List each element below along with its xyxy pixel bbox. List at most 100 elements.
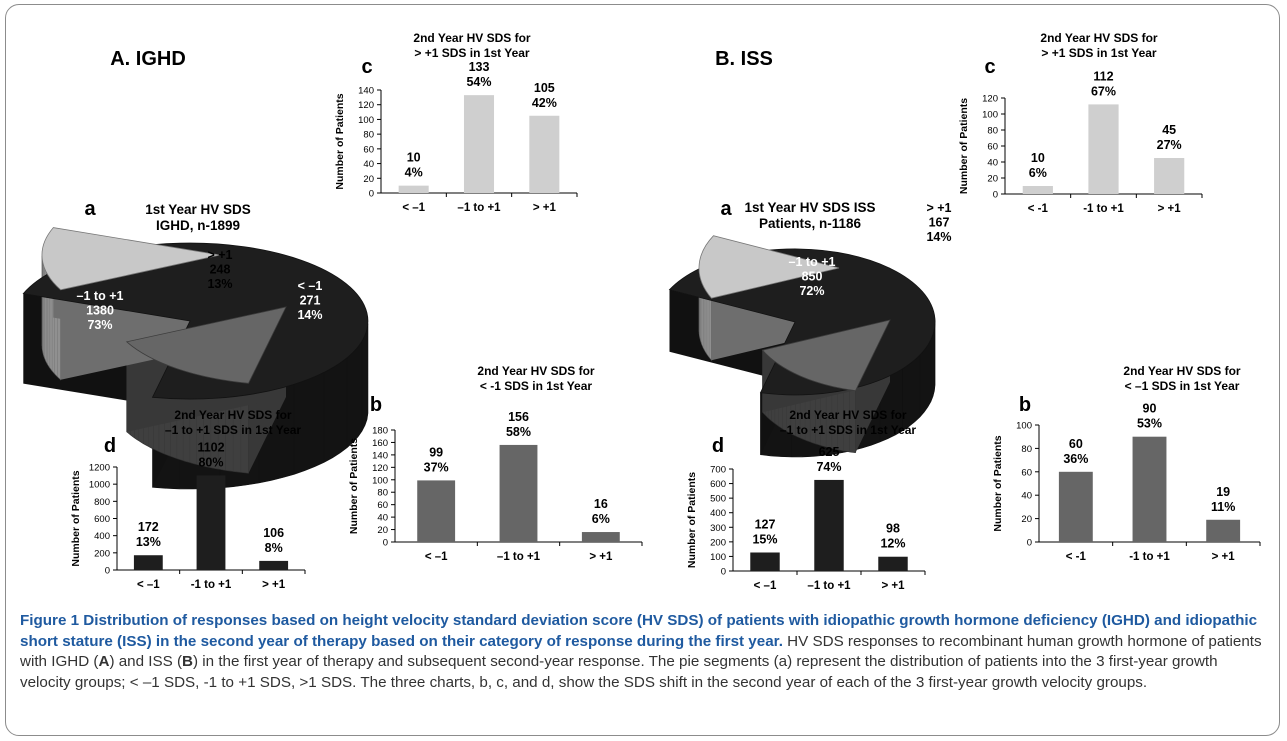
chart-title: > +1 SDS in 1st Year (1041, 46, 1157, 60)
y-tick-label: 140 (358, 86, 374, 97)
y-tick-label: 600 (94, 514, 110, 525)
bar-percent-label: 8% (265, 541, 283, 555)
pie-slice-label: > +1 (207, 248, 232, 262)
y-tick-label: 40 (363, 159, 374, 170)
pie-slice (698, 235, 840, 299)
y-tick-label: 100 (358, 115, 374, 126)
caption-body-part2: ) and ISS ( (109, 653, 183, 670)
bar-value-label: 1102 (197, 440, 224, 454)
y-tick-label: 300 (710, 523, 726, 534)
pie-slice-label: 72% (799, 284, 824, 298)
bar-percent-label: 4% (405, 166, 423, 180)
y-tick-label: 0 (383, 538, 388, 549)
x-tick-label: < –1 (754, 580, 777, 592)
pie-slice-label: 13% (207, 277, 232, 291)
pie-slice-label: 14% (297, 308, 322, 322)
x-tick-label: > +1 (1158, 203, 1182, 215)
bar-percent-label: 6% (592, 512, 610, 526)
y-tick-label: 0 (721, 567, 726, 578)
x-tick-label: > +1 (881, 580, 905, 592)
bar (1132, 436, 1167, 542)
y-tick-label: 180 (372, 426, 388, 437)
y-tick-label: 0 (105, 566, 110, 577)
pie-slice-label: 169 (988, 298, 1009, 312)
y-tick-label: 700 (710, 465, 726, 476)
x-tick-label: > +1 (262, 579, 286, 591)
bar-percent-label: 80% (198, 455, 223, 469)
bar (814, 479, 844, 571)
bar-chart-c: 0 20 40 60 80 100 120 140 Number of Patients < –1… (334, 31, 578, 214)
bar-value-label: 625 (819, 445, 840, 459)
bar (878, 556, 908, 571)
caption-body-b: B (182, 653, 194, 670)
bar (1088, 104, 1119, 194)
chart-title: 2nd Year HV SDS for (1123, 364, 1240, 378)
bar (259, 560, 289, 570)
bar-value-label: 127 (755, 517, 776, 531)
bar (463, 95, 495, 193)
y-tick-label: 100 (1016, 421, 1032, 432)
chart-title: –1 to +1 SDS in 1st Year (165, 423, 302, 437)
chart-title: 2nd Year HV SDS for (413, 31, 530, 45)
x-tick-label: < –1 (402, 202, 425, 214)
panel-title: A. IGHD (110, 48, 186, 70)
pie-slice-label: –1 to +1 (77, 289, 124, 303)
bar-value-label: 45 (1162, 123, 1176, 137)
bar (1206, 519, 1241, 542)
pie-slice-label: 14% (985, 312, 1010, 326)
pie-slice-label: 248 (210, 263, 231, 277)
x-tick-label: < -1 (1028, 203, 1049, 215)
bar-chart-d: 0 200 400 600 800 1000 1200 Number of Patients <… (70, 408, 306, 591)
y-tick-label: 1200 (89, 463, 110, 474)
chart-letter: b (370, 394, 382, 416)
chart-title: –1 to +1 SDS in 1st Year (780, 423, 917, 437)
bar (499, 444, 538, 542)
bar-percent-label: 27% (1157, 138, 1182, 152)
y-tick-label: 120 (982, 94, 998, 105)
x-tick-label: -1 to +1 (1083, 203, 1124, 215)
bar-value-label: 106 (263, 526, 284, 540)
pie-slice-label: 850 (802, 270, 823, 284)
bar (1022, 186, 1053, 194)
y-tick-label: 20 (987, 174, 998, 185)
x-tick-label: -1 to +1 (191, 579, 232, 591)
pie-slice-label: 14% (926, 230, 951, 244)
y-tick-label: 400 (710, 508, 726, 519)
bar-percent-label: 13% (136, 535, 161, 549)
bar-percent-label: 58% (506, 425, 531, 439)
pie-slice-label: 73% (87, 318, 112, 332)
pie-slice-label: <–1 (987, 283, 1008, 297)
x-tick-label: –1 to +1 (457, 202, 501, 214)
bar-chart-d: 0 100 200 300 400 500 600 700 Number of Patients… (686, 408, 926, 592)
y-tick-label: 60 (363, 144, 374, 155)
x-tick-label: –1 to +1 (807, 580, 851, 592)
y-tick-label: 20 (377, 525, 388, 536)
bar-percent-label: 53% (1137, 417, 1162, 431)
pie-slice-label: > +1 (926, 201, 951, 215)
pie-slice-label: < –1 (298, 279, 323, 293)
chart-letter: d (104, 435, 116, 457)
y-tick-label: 400 (94, 531, 110, 542)
pie-slice (41, 227, 221, 291)
bar-percent-label: 15% (752, 532, 777, 546)
y-tick-label: 120 (358, 100, 374, 111)
chart-title: > +1 SDS in 1st Year (414, 46, 530, 60)
bar-value-label: 10 (407, 151, 421, 165)
y-axis-label: Number of Patients (348, 438, 360, 534)
bar-value-label: 60 (1069, 437, 1083, 451)
pie-slice-label: 271 (300, 294, 321, 308)
bar-value-label: 112 (1093, 69, 1113, 83)
bar-percent-label: 42% (532, 96, 557, 110)
bar-percent-label: 11% (1211, 500, 1235, 514)
pie-title: 1st Year HV SDS (145, 202, 251, 217)
bar-value-label: 99 (429, 445, 443, 459)
y-tick-label: 100 (710, 552, 726, 563)
y-tick-label: 140 (372, 450, 388, 461)
y-tick-label: 0 (993, 190, 998, 201)
x-tick-label: < –1 (425, 551, 448, 563)
chart-title: 2nd Year HV SDS for (1040, 31, 1157, 45)
